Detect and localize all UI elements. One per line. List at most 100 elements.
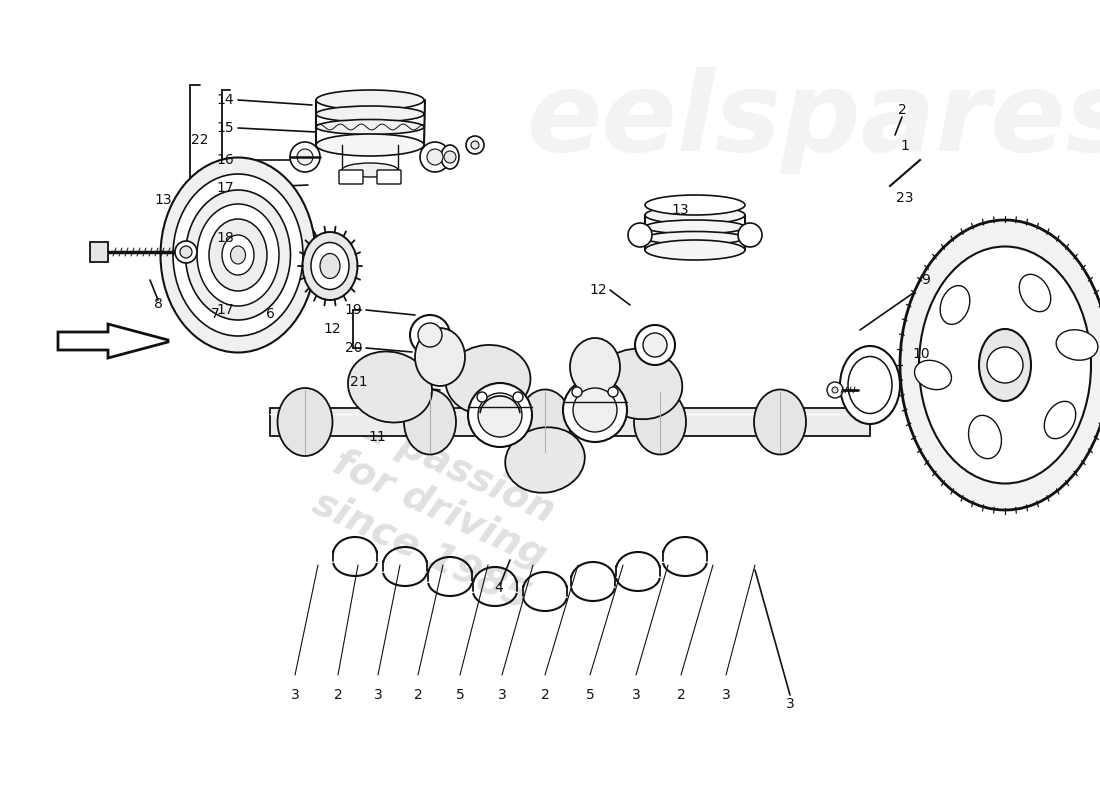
Circle shape [410, 315, 450, 355]
Circle shape [290, 142, 320, 172]
Ellipse shape [505, 427, 585, 493]
Circle shape [297, 149, 313, 165]
Circle shape [563, 378, 627, 442]
Text: 15: 15 [217, 121, 234, 135]
Circle shape [466, 136, 484, 154]
Ellipse shape [277, 388, 332, 456]
Ellipse shape [597, 349, 682, 419]
Ellipse shape [441, 145, 459, 169]
Circle shape [987, 347, 1023, 383]
Ellipse shape [645, 195, 745, 215]
Text: 16: 16 [217, 153, 234, 167]
Polygon shape [58, 324, 168, 358]
Ellipse shape [840, 346, 900, 424]
Ellipse shape [645, 231, 745, 245]
Circle shape [444, 151, 456, 163]
Ellipse shape [940, 286, 970, 324]
Text: 23: 23 [896, 191, 914, 205]
Ellipse shape [173, 174, 302, 336]
Ellipse shape [979, 329, 1031, 401]
Text: 14: 14 [217, 93, 234, 107]
Ellipse shape [645, 240, 745, 260]
Text: 20: 20 [344, 341, 362, 355]
Ellipse shape [222, 235, 254, 275]
Text: 5: 5 [585, 688, 594, 702]
FancyBboxPatch shape [270, 408, 870, 436]
Circle shape [471, 141, 478, 149]
Ellipse shape [316, 106, 424, 122]
Ellipse shape [900, 220, 1100, 510]
Circle shape [427, 149, 443, 165]
Ellipse shape [848, 357, 892, 414]
Ellipse shape [348, 351, 432, 422]
Text: 19: 19 [344, 303, 362, 317]
Text: 4: 4 [495, 581, 504, 595]
Text: 9: 9 [921, 273, 929, 287]
Text: 2: 2 [676, 688, 685, 702]
Circle shape [418, 323, 442, 347]
Text: 5: 5 [455, 688, 464, 702]
Text: 13: 13 [154, 193, 172, 207]
Ellipse shape [918, 246, 1091, 483]
Text: 10: 10 [912, 347, 930, 361]
Ellipse shape [311, 242, 349, 290]
Circle shape [513, 392, 522, 402]
Ellipse shape [186, 190, 290, 320]
Circle shape [180, 246, 192, 258]
Circle shape [572, 387, 582, 397]
Ellipse shape [446, 345, 530, 415]
Text: 13: 13 [671, 203, 689, 217]
Text: 17: 17 [217, 181, 234, 195]
FancyBboxPatch shape [90, 242, 108, 262]
Ellipse shape [754, 390, 806, 454]
FancyBboxPatch shape [339, 170, 363, 184]
Circle shape [628, 223, 652, 247]
Circle shape [608, 387, 618, 397]
Ellipse shape [1020, 274, 1050, 312]
Circle shape [468, 383, 532, 447]
Ellipse shape [316, 119, 424, 134]
Text: a passion
for driving
since 1985: a passion for driving since 1985 [307, 403, 573, 617]
Ellipse shape [316, 134, 424, 156]
Text: 3: 3 [785, 697, 794, 711]
Text: 2: 2 [414, 688, 422, 702]
Text: 3: 3 [290, 688, 299, 702]
Ellipse shape [342, 163, 398, 177]
Ellipse shape [968, 415, 1001, 458]
Text: 3: 3 [374, 688, 383, 702]
Ellipse shape [302, 232, 358, 300]
Ellipse shape [320, 254, 340, 278]
Ellipse shape [645, 206, 745, 224]
Circle shape [738, 223, 762, 247]
Text: 6: 6 [265, 307, 274, 321]
Text: 21: 21 [351, 375, 369, 389]
Text: 3: 3 [497, 688, 506, 702]
Circle shape [420, 142, 450, 172]
Text: 2: 2 [333, 688, 342, 702]
Ellipse shape [404, 390, 456, 454]
Text: 7: 7 [210, 307, 219, 321]
Ellipse shape [197, 204, 279, 306]
Ellipse shape [914, 360, 952, 390]
Circle shape [635, 325, 675, 365]
Ellipse shape [231, 246, 245, 264]
Circle shape [573, 388, 617, 432]
Text: 3: 3 [631, 688, 640, 702]
Ellipse shape [645, 220, 745, 234]
Circle shape [827, 382, 843, 398]
Circle shape [478, 393, 522, 437]
Ellipse shape [634, 390, 686, 454]
Text: 11: 11 [368, 430, 386, 444]
Text: 3: 3 [722, 688, 730, 702]
Ellipse shape [316, 90, 424, 110]
Ellipse shape [161, 158, 316, 353]
Text: 2: 2 [540, 688, 549, 702]
Text: eelspares: eelspares [527, 66, 1100, 174]
Text: 22: 22 [190, 133, 208, 147]
Text: 2: 2 [898, 103, 906, 117]
Ellipse shape [209, 219, 267, 291]
Text: 8: 8 [154, 297, 163, 311]
Ellipse shape [1056, 330, 1098, 360]
Text: 18: 18 [217, 231, 234, 245]
Text: 17: 17 [217, 303, 234, 317]
